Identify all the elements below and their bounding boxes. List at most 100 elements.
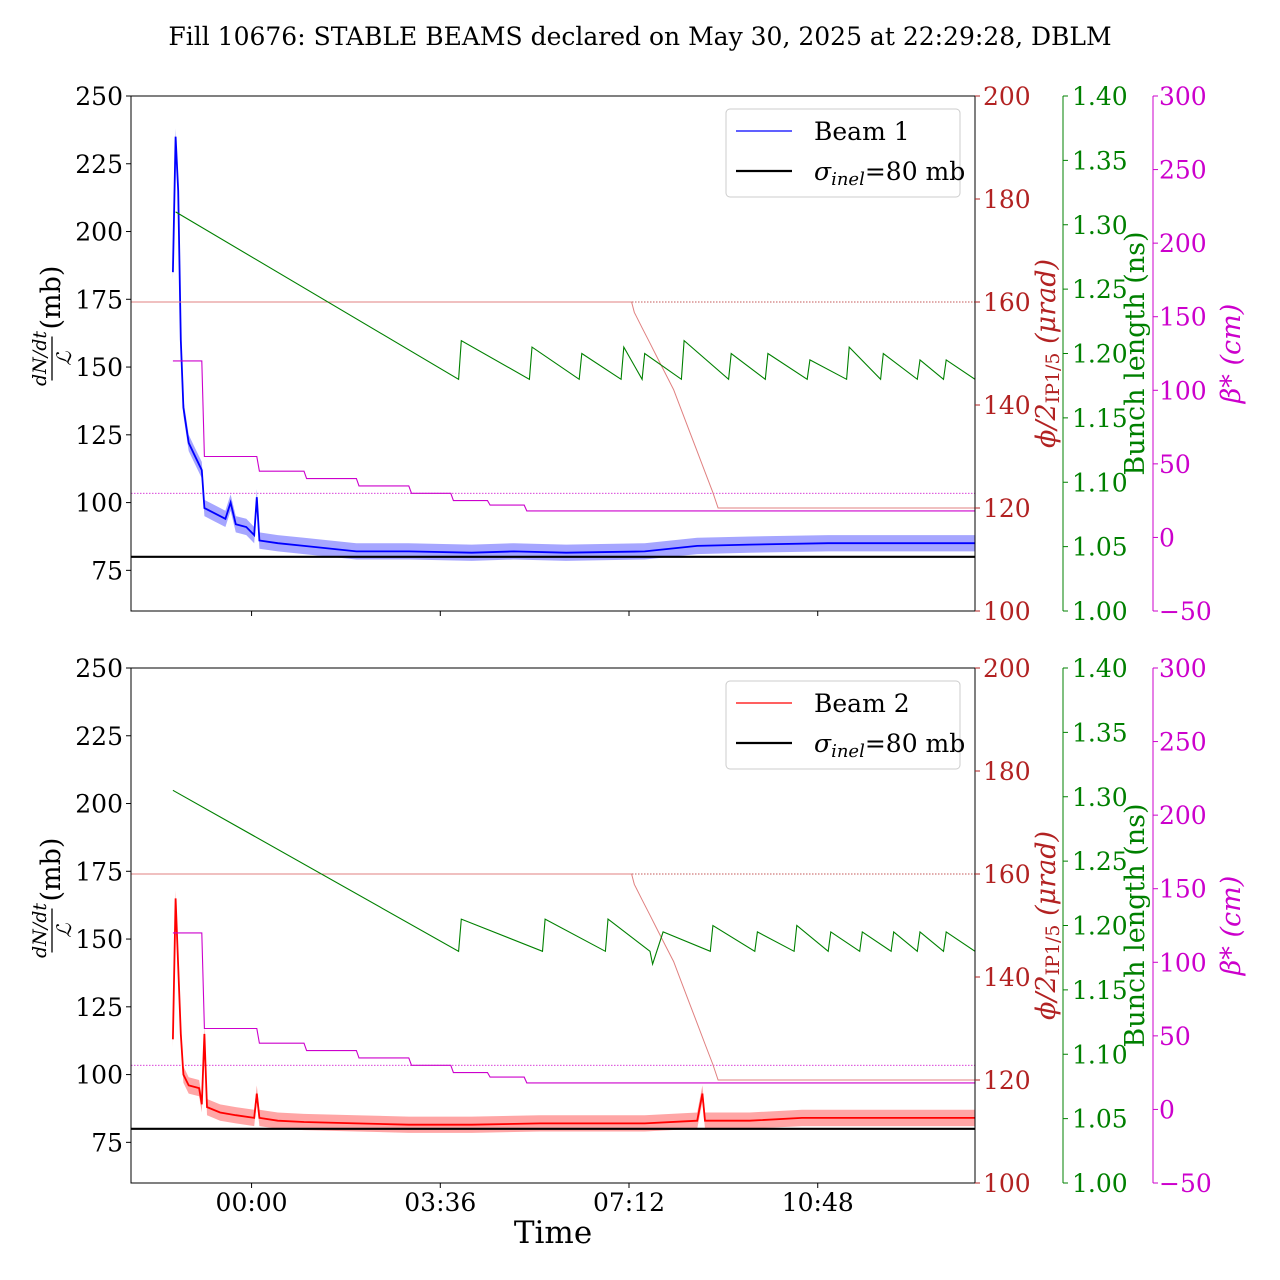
left-tick-label: 125 [75,993,123,1022]
y-label-denominator: ℒ [52,351,76,366]
bunch-length-line [172,789,975,967]
xsection-series-line [172,136,975,554]
left-tick-label: 75 [91,1128,123,1157]
left-tick-label: 150 [75,353,123,382]
left-tick-label: 225 [75,722,123,751]
left-tick-label: 150 [75,925,123,954]
bunch-tick-label: 1.05 [1072,533,1128,562]
legend: Beam 2 σinel=80 mb [725,680,965,770]
plot-frame [130,667,976,1184]
bunch-tick-label: 1.20 [1072,340,1128,369]
x-tick-label: 07:12 [593,1188,665,1217]
legend-beam-label: Beam 1 [814,117,910,146]
left-tick-label: 200 [75,218,123,247]
beta-tick-label: 100 [1159,376,1207,405]
bunch-tick-label: 1.35 [1072,718,1128,747]
bunch-axis-label: Bunch length (ns) [1120,231,1151,475]
y-label-denominator: ℒ [52,923,76,938]
chart-title: Fill 10676: STABLE BEAMS declared on May… [168,22,1111,51]
bunch-tick-label: 1.15 [1072,976,1128,1005]
beta-tick-label: 0 [1159,1095,1175,1124]
beta-star-line [172,360,975,512]
x-tick-label: 00:00 [216,1188,288,1217]
crossing-tick-label: 160 [983,860,1031,889]
beta-tick-label: 300 [1159,654,1207,683]
crossing-angle-line [131,301,975,509]
bunch-tick-label: 1.40 [1072,82,1128,111]
bunch-axis-label: Bunch length (ns) [1120,803,1151,1047]
legend: Beam 1 σinel=80 mb [725,108,965,198]
crossing-tick-label: 180 [983,185,1031,214]
beta-tick-label: 100 [1159,948,1207,977]
crossing-tick-label: 120 [983,494,1031,523]
crossing-tick-label: 200 [983,654,1031,683]
x-tick-label: 10:48 [782,1188,854,1217]
beta-tick-label: 200 [1159,801,1207,830]
beta-tick-label: 50 [1159,1022,1191,1051]
crossing-tick-label: 180 [983,757,1031,786]
bunch-tick-label: 1.35 [1072,146,1128,175]
left-tick-label: 75 [91,556,123,585]
y-label-numerator: dN/dt [29,331,51,386]
crossing-tick-label: 200 [983,82,1031,111]
bunch-tick-label: 1.05 [1072,1105,1128,1134]
legend-beam-label: Beam 2 [814,689,910,718]
bunch-tick-label: 1.10 [1072,468,1128,497]
left-tick-label: 250 [75,82,123,111]
plot-area [131,128,975,561]
left-tick-label: 175 [75,285,123,314]
crossing-tick-label: 140 [983,963,1031,992]
left-tick-label: 100 [75,1061,123,1090]
panel-top: 75 100 125 150 175 200 225 250 dN/dt ℒ (mb) 100 120 1… [29,82,1247,626]
bunch-tick-label: 1.00 [1072,597,1128,626]
bunch-tick-label: 1.00 [1072,1169,1128,1198]
bunch-tick-label: 1.40 [1072,654,1128,683]
beta-star-line [172,932,975,1084]
beta-tick-label: −50 [1159,597,1212,626]
legend-sigma-label: σinel=80 mb [814,157,965,190]
y-label-unit: (mb) [36,838,67,902]
plot-area [131,789,975,1133]
crossing-tick-label: 160 [983,288,1031,317]
crossing-angle-line [131,873,975,1081]
beta-tick-label: 0 [1159,523,1175,552]
beta-tick-label: 150 [1159,303,1207,332]
crossing-tick-label: 120 [983,1066,1031,1095]
crossing-tick-label: 100 [983,1169,1031,1198]
crossing-axis-label: ϕ/2IP1/5 (μrad) [1031,831,1064,1020]
y-label-unit: (mb) [36,266,67,330]
beta-axis-label: β* (cm) [1216,304,1247,404]
beta-tick-label: 250 [1159,728,1207,757]
left-tick-label: 250 [75,654,123,683]
bunch-tick-label: 1.10 [1072,1040,1128,1069]
bunch-tick-label: 1.15 [1072,404,1128,433]
x-axis-label: Time [514,1215,592,1251]
left-tick-label: 200 [75,790,123,819]
bunch-tick-label: 1.20 [1072,912,1128,941]
plot-frame [130,95,976,612]
y-axis-label-left: dN/dt ℒ (mb) [29,266,76,386]
bunch-length-line [175,211,975,382]
crossing-tick-label: 140 [983,391,1031,420]
left-tick-label: 225 [75,150,123,179]
beta-tick-label: 200 [1159,229,1207,258]
y-axis-label-left: dN/dt ℒ (mb) [29,838,76,958]
panel-bottom: 75 100 125 150 175 200 225 250 dN/dt ℒ (mb) 100 120 1… [29,654,1247,1217]
xsection-series-line [172,898,975,1126]
bunch-tick-label: 1.30 [1072,783,1128,812]
y-label-numerator: dN/dt [29,903,51,958]
x-tick-label: 03:36 [404,1188,476,1217]
xsection-band [172,890,975,1133]
crossing-axis-label: ϕ/2IP1/5 (μrad) [1031,259,1064,448]
left-tick-label: 175 [75,857,123,886]
beta-axis-label: β* (cm) [1216,876,1247,976]
left-tick-label: 125 [75,421,123,450]
crossing-tick-label: 100 [983,597,1031,626]
left-tick-label: 100 [75,489,123,518]
bunch-tick-label: 1.30 [1072,211,1128,240]
legend-sigma-label: σinel=80 mb [814,729,965,762]
beta-tick-label: 250 [1159,156,1207,185]
beta-tick-label: 150 [1159,875,1207,904]
bunch-tick-label: 1.25 [1072,847,1128,876]
